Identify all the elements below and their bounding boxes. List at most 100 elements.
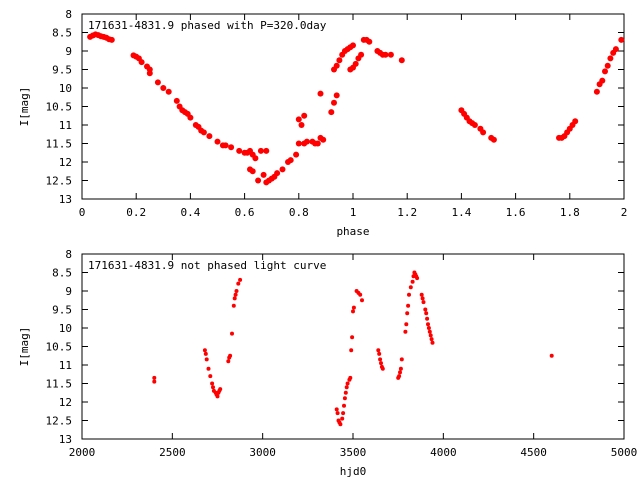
y-tick-label: 10.5 xyxy=(46,341,73,354)
data-point xyxy=(210,381,215,386)
data-point xyxy=(334,407,339,412)
y-axis-label: I[mag] xyxy=(18,87,31,127)
y-tick-label: 9 xyxy=(65,285,72,298)
y-tick-label: 12 xyxy=(59,396,72,409)
x-axis-label: hjd0 xyxy=(340,465,367,478)
y-tick-label: 11.5 xyxy=(46,378,73,391)
data-point xyxy=(187,114,194,121)
chart-title: 171631-4831.9 phased with P=320.0day xyxy=(88,19,327,32)
y-tick-label: 9.5 xyxy=(52,64,72,77)
data-point xyxy=(252,155,259,162)
data-point xyxy=(234,289,239,293)
data-point xyxy=(419,292,424,297)
y-tick-label: 11.5 xyxy=(46,138,73,151)
data-point xyxy=(231,303,236,308)
y-tick-label: 9 xyxy=(65,45,72,58)
x-tick-label: 2 xyxy=(621,206,628,219)
data-point xyxy=(607,55,614,62)
x-axis-label: phase xyxy=(336,225,369,238)
plot-frame xyxy=(81,13,625,200)
data-point xyxy=(293,151,300,158)
data-point xyxy=(344,385,349,390)
data-point xyxy=(204,357,209,362)
data-point xyxy=(426,326,431,330)
data-point xyxy=(279,166,286,173)
data-point xyxy=(173,97,180,104)
data-point xyxy=(218,387,223,392)
data-point xyxy=(352,60,359,67)
data-point xyxy=(215,394,220,399)
data-point xyxy=(287,157,294,164)
data-point xyxy=(206,366,211,371)
data-point xyxy=(202,348,207,353)
data-point xyxy=(238,277,243,282)
data-point xyxy=(342,403,346,408)
data-point xyxy=(387,51,394,58)
data-point xyxy=(214,138,221,145)
data-point xyxy=(160,85,167,91)
data-point xyxy=(208,374,213,379)
data-point xyxy=(341,411,346,416)
data-point xyxy=(398,366,403,371)
data-point xyxy=(303,138,310,145)
data-point xyxy=(471,122,478,128)
data-point xyxy=(154,79,161,86)
data-point xyxy=(206,133,213,140)
data-point xyxy=(222,142,229,149)
data-point xyxy=(328,109,335,116)
x-tick-label: 1 xyxy=(350,206,357,219)
data-point xyxy=(295,116,302,123)
data-point xyxy=(407,292,411,297)
x-tick-label: 0.2 xyxy=(126,206,146,219)
chart-title: 171631-4831.9 not phased light curve xyxy=(88,259,326,272)
y-tick-label: 11 xyxy=(59,359,72,372)
plot-frame xyxy=(81,253,625,440)
data-point xyxy=(274,170,281,177)
data-point xyxy=(424,311,429,316)
x-tick-label: 1.8 xyxy=(560,206,580,219)
data-point xyxy=(349,348,354,353)
data-point xyxy=(211,385,215,390)
data-point xyxy=(345,381,350,386)
data-point xyxy=(249,168,256,175)
unphased-light-curve-panel: 2000 2500 3000 3500 4000 4500 5000 8 8.5 9 9.5 10 10… xyxy=(18,248,637,478)
data-point xyxy=(340,416,345,421)
data-point xyxy=(350,335,355,340)
data-point xyxy=(152,379,157,384)
data-point xyxy=(415,276,420,281)
data-point xyxy=(360,298,364,303)
data-point xyxy=(333,62,340,69)
y-tick-label: 13 xyxy=(59,433,72,446)
data-point xyxy=(379,361,383,366)
y-tick-label: 10 xyxy=(59,322,72,335)
y-tick-label: 12.5 xyxy=(46,175,73,188)
data-point xyxy=(233,292,238,297)
x-tick-label: 0 xyxy=(79,206,86,219)
data-point xyxy=(343,390,348,395)
data-point xyxy=(165,88,172,95)
x-tick-label: 3000 xyxy=(249,446,276,459)
y-tick-label: 8 xyxy=(65,8,72,21)
data-point xyxy=(338,422,343,427)
data-point xyxy=(382,51,389,58)
data-point xyxy=(203,351,208,356)
data-point xyxy=(342,396,347,401)
y-tick-label: 12 xyxy=(59,156,72,169)
data-point xyxy=(428,333,433,338)
y-tick-label: 12.5 xyxy=(46,415,73,428)
data-point xyxy=(336,57,343,64)
data-point xyxy=(152,375,157,380)
data-point xyxy=(351,309,355,314)
data-point xyxy=(232,296,237,301)
x-tick-label: 5000 xyxy=(611,446,638,459)
data-point xyxy=(612,46,619,53)
y-tick-label: 8 xyxy=(65,248,72,261)
data-point xyxy=(301,112,308,119)
x-tick-label: 1.4 xyxy=(451,206,471,219)
data-point xyxy=(377,351,382,356)
data-point xyxy=(317,90,324,97)
data-point xyxy=(408,285,413,290)
data-point xyxy=(376,348,381,353)
data-point xyxy=(430,340,435,345)
data-point xyxy=(255,177,262,184)
